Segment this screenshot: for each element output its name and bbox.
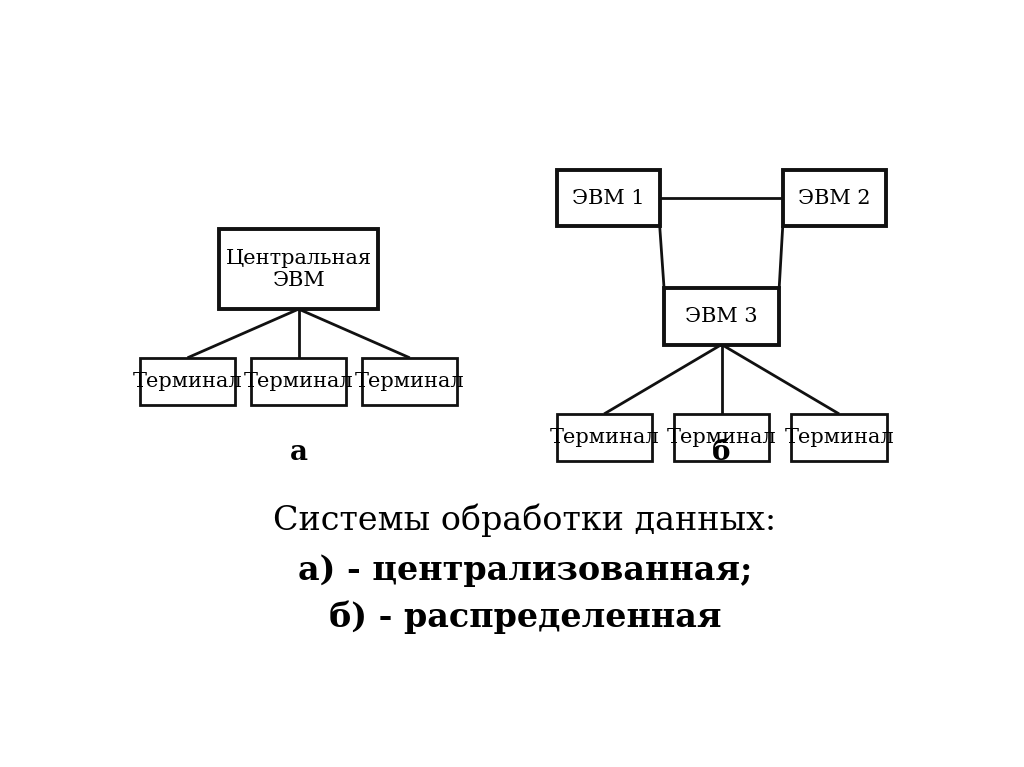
Text: Терминал: Терминал <box>133 372 243 391</box>
FancyBboxPatch shape <box>140 357 236 405</box>
Text: Системы обработки данных:: Системы обработки данных: <box>273 503 776 537</box>
Text: Терминал: Терминал <box>244 372 353 391</box>
Text: ЭВМ 1: ЭВМ 1 <box>571 189 644 208</box>
Text: а: а <box>290 439 307 466</box>
Text: Центральная
ЭВМ: Центральная ЭВМ <box>225 249 372 290</box>
FancyBboxPatch shape <box>782 170 886 226</box>
FancyBboxPatch shape <box>674 414 769 461</box>
Text: б) - распределенная: б) - распределенная <box>329 601 721 634</box>
FancyBboxPatch shape <box>792 414 887 461</box>
Text: Терминал: Терминал <box>549 428 659 447</box>
Text: б: б <box>713 439 731 466</box>
FancyBboxPatch shape <box>251 357 346 405</box>
FancyBboxPatch shape <box>665 288 779 344</box>
FancyBboxPatch shape <box>557 414 652 461</box>
Text: ЭВМ 3: ЭВМ 3 <box>685 307 758 326</box>
Text: ЭВМ 2: ЭВМ 2 <box>798 189 870 208</box>
Text: Терминал: Терминал <box>667 428 776 447</box>
Text: а) - централизованная;: а) - централизованная; <box>298 554 752 587</box>
Text: Терминал: Терминал <box>355 372 465 391</box>
FancyBboxPatch shape <box>219 229 378 309</box>
FancyBboxPatch shape <box>557 170 659 226</box>
Text: Терминал: Терминал <box>784 428 894 447</box>
FancyBboxPatch shape <box>362 357 458 405</box>
